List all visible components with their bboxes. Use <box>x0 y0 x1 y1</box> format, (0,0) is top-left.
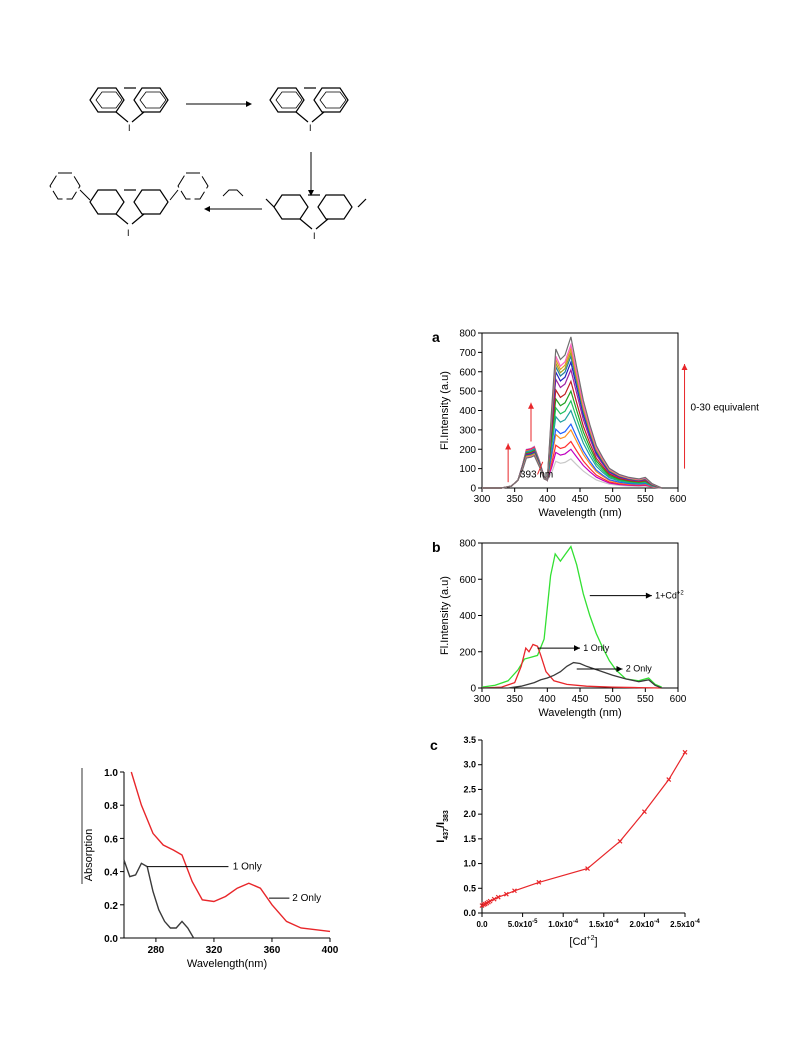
carbazole-structure-3 <box>265 194 367 230</box>
y-tick-label: 500 <box>459 387 476 398</box>
equivalents-annotation: 0-30 equivalent <box>691 403 760 414</box>
titration-curve <box>482 367 662 489</box>
y-tick-label: 300 <box>459 425 476 436</box>
side-ring-left <box>49 172 81 200</box>
annotation-pointer <box>537 461 544 475</box>
x-tick-label: 450 <box>572 494 589 505</box>
titration-curve <box>482 389 662 489</box>
x-tick-label: 550 <box>637 494 654 505</box>
x-tick-label: 600 <box>670 494 687 505</box>
titration-curve <box>482 379 662 489</box>
y-tick-label: 700 <box>459 348 476 359</box>
panel-a-plot-frame <box>481 332 679 489</box>
x-tick-label: 300 <box>474 494 491 505</box>
x-tick-label: 400 <box>539 494 556 505</box>
panel-label: a <box>432 329 440 345</box>
titration-curve <box>482 336 662 489</box>
increase-arrow-375-head <box>528 402 534 409</box>
wavelength-annotation: 393 nm <box>520 469 553 480</box>
nitrogen-label-3: I <box>313 231 316 241</box>
y-tick-label: 400 <box>459 406 476 417</box>
carbazole-structure-2 <box>269 87 349 123</box>
y-tick-label: 200 <box>459 445 476 456</box>
reaction-scheme: I I I I <box>49 87 367 241</box>
side-ring-right <box>177 172 209 200</box>
y-axis-label: Fl.Intensity (a.u) <box>439 371 451 450</box>
reagent-sketch <box>222 189 244 197</box>
increase-arrow-610-head <box>681 364 688 370</box>
y-tick-label: 0 <box>470 484 476 495</box>
x-axis-label: Wavelength (nm) <box>538 507 621 519</box>
x-tick-label: 350 <box>506 494 523 505</box>
y-tick-label: 800 <box>459 329 476 340</box>
carbazole-structure-4 <box>89 189 169 225</box>
nitrogen-label-1: I <box>128 123 131 133</box>
nitrogen-label-4: I <box>127 228 130 238</box>
nitrogen-label-2: I <box>309 123 312 133</box>
y-tick-label: 600 <box>459 367 476 378</box>
y-tick-label: 100 <box>459 464 476 475</box>
carbazole-structure-1 <box>89 87 169 123</box>
titration-curve <box>482 346 662 489</box>
x-tick-label: 500 <box>604 494 621 505</box>
increase-arrow-340-head <box>505 443 512 450</box>
